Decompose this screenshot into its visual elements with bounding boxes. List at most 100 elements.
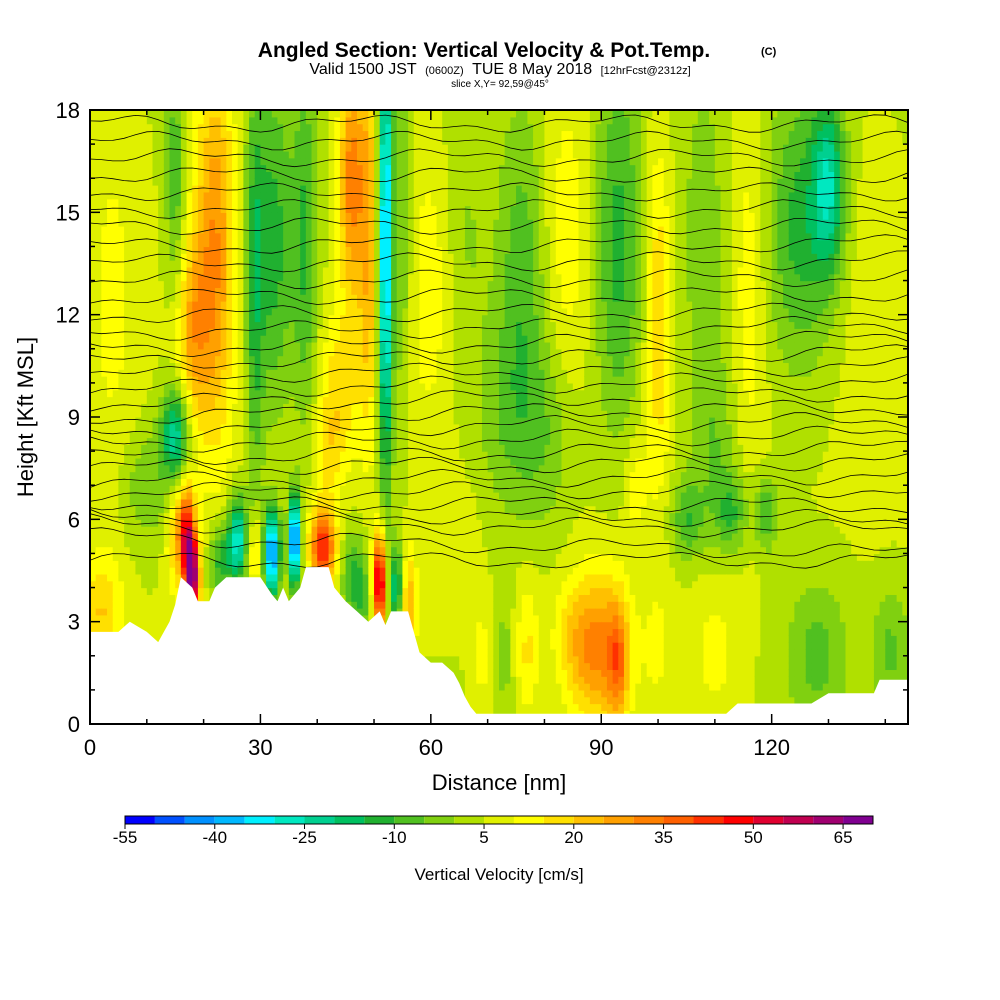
velocity-cell <box>158 526 165 534</box>
velocity-cell <box>271 546 279 555</box>
velocity-cell <box>203 396 210 404</box>
velocity-cell <box>141 130 148 138</box>
velocity-cell <box>277 478 284 486</box>
velocity-cell <box>254 287 262 295</box>
velocity-cell <box>124 253 131 261</box>
velocity-cell <box>112 144 119 152</box>
velocity-cell <box>232 498 239 507</box>
velocity-cell <box>260 546 267 555</box>
velocity-cell <box>271 560 279 568</box>
velocity-cell <box>260 171 267 179</box>
velocity-cell <box>175 403 182 411</box>
velocity-cell <box>266 519 273 527</box>
velocity-cell <box>317 478 324 486</box>
velocity-cell <box>379 526 386 534</box>
velocity-cell <box>175 280 182 288</box>
velocity-cell <box>192 335 199 343</box>
velocity-cell <box>322 266 330 275</box>
velocity-cell <box>385 601 392 609</box>
velocity-cell <box>356 328 364 336</box>
velocity-cell <box>101 457 108 466</box>
velocity-cell <box>396 355 404 364</box>
velocity-cell <box>288 287 296 295</box>
velocity-cell <box>95 621 102 630</box>
velocity-cell <box>396 430 404 439</box>
velocity-cell <box>112 314 119 323</box>
velocity-cell <box>334 137 341 145</box>
velocity-cell <box>254 437 262 445</box>
velocity-cell <box>260 526 267 534</box>
velocity-cell <box>175 573 182 582</box>
velocity-cell <box>277 485 284 493</box>
velocity-cell <box>112 382 119 391</box>
velocity-cell <box>300 294 307 302</box>
velocity-cell <box>146 532 154 541</box>
velocity-cell <box>175 498 182 507</box>
velocity-cell <box>203 444 210 452</box>
velocity-cell <box>163 437 171 445</box>
velocity-cell <box>351 280 358 288</box>
velocity-cell <box>243 437 250 445</box>
velocity-cell <box>283 191 290 200</box>
velocity-cell <box>334 328 341 336</box>
velocity-cell <box>95 110 102 118</box>
velocity-cell <box>95 601 102 609</box>
velocity-cell <box>243 144 250 152</box>
velocity-cell <box>391 341 398 350</box>
velocity-cell <box>391 164 398 172</box>
velocity-cell <box>232 362 239 370</box>
velocity-cell <box>158 389 165 398</box>
velocity-cell <box>317 212 324 220</box>
velocity-cell <box>118 246 125 254</box>
velocity-cell <box>226 150 233 159</box>
velocity-cell <box>368 560 375 568</box>
velocity-cell <box>232 526 239 534</box>
velocity-cell <box>374 164 381 172</box>
velocity-cell <box>90 567 97 575</box>
velocity-cell <box>101 389 108 398</box>
velocity-cell <box>328 232 335 241</box>
velocity-cell <box>101 287 108 295</box>
velocity-cell <box>254 335 262 343</box>
velocity-cell <box>129 376 137 384</box>
velocity-cell <box>209 560 216 568</box>
velocity-cell <box>356 110 364 118</box>
velocity-cell <box>379 573 386 582</box>
velocity-cell <box>169 225 176 234</box>
velocity-cell <box>254 485 262 493</box>
velocity-cell <box>163 369 171 377</box>
velocity-cell <box>351 150 358 159</box>
velocity-cell <box>254 301 262 309</box>
velocity-cell <box>141 478 148 486</box>
velocity-cell <box>288 301 296 309</box>
velocity-cell <box>226 219 233 227</box>
velocity-cell <box>368 116 375 125</box>
velocity-cell <box>249 253 256 261</box>
velocity-cell <box>169 376 176 384</box>
velocity-cell <box>112 212 119 220</box>
velocity-cell <box>197 287 205 295</box>
velocity-cell <box>391 389 398 398</box>
velocity-cell <box>237 205 244 213</box>
velocity-cell <box>391 123 398 132</box>
velocity-cell <box>135 464 142 473</box>
velocity-cell <box>322 232 330 241</box>
velocity-cell <box>175 205 182 213</box>
velocity-cell <box>124 232 131 241</box>
velocity-cell <box>220 546 227 555</box>
forecast-note: [12hrFcst@2312z] <box>601 65 691 77</box>
velocity-cell <box>317 246 324 254</box>
velocity-cell <box>294 280 301 288</box>
velocity-cell <box>135 532 142 541</box>
velocity-cell <box>101 464 108 473</box>
velocity-cell <box>163 389 171 398</box>
velocity-cell <box>351 328 358 336</box>
velocity-cell <box>277 144 284 152</box>
velocity-cell <box>232 185 239 193</box>
velocity-cell <box>95 294 102 302</box>
velocity-cell <box>368 335 375 343</box>
velocity-cell <box>294 396 301 404</box>
velocity-cell <box>328 382 335 391</box>
velocity-cell <box>192 403 199 411</box>
velocity-cell <box>288 130 296 138</box>
